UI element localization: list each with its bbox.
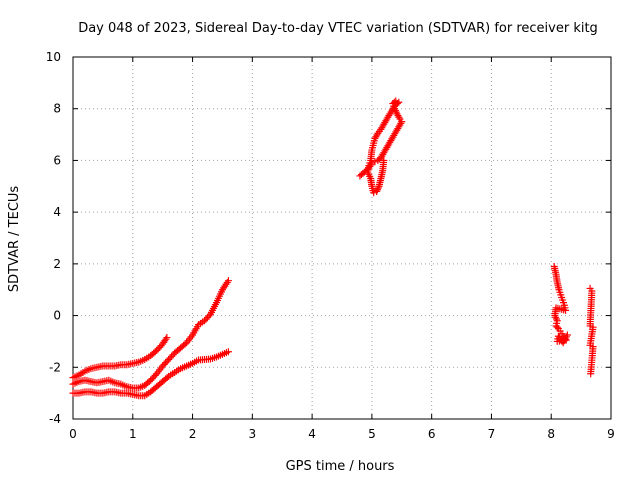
x-tick-label: 9: [607, 427, 615, 441]
tick-layer: 0 1 2 3 4 5 6 7 8 9 -4 -2 0 2 4 6 8 10: [46, 50, 615, 441]
data-point: [551, 312, 559, 320]
y-tick-label: 4: [53, 205, 61, 219]
data-point: [166, 354, 174, 362]
data-point: [159, 362, 167, 370]
data-point: [165, 356, 173, 364]
grid-layer: [73, 57, 611, 419]
y-tick-label: 8: [53, 102, 61, 116]
data-point: [224, 277, 232, 285]
data-point: [373, 187, 381, 195]
data-point: [205, 312, 213, 320]
x-tick-label: 7: [488, 427, 496, 441]
y-tick-label: 0: [53, 309, 61, 323]
data-point: [553, 323, 561, 331]
data-point: [380, 156, 388, 164]
x-tick-label: 6: [428, 427, 436, 441]
data-point: [586, 341, 594, 349]
y-tick-label: 10: [46, 50, 61, 64]
data-point: [148, 375, 156, 383]
data-point: [370, 189, 378, 197]
data-marks: [69, 97, 597, 400]
chart-title: Day 048 of 2023, Sidereal Day-to-day VTE…: [78, 21, 598, 36]
plot-frame: [72, 56, 612, 420]
data-point: [147, 376, 155, 384]
data-point: [153, 346, 161, 354]
series-arc-6: [586, 284, 597, 378]
data-point: [204, 314, 211, 322]
x-tick-label: 1: [129, 427, 137, 441]
data-point: [160, 360, 168, 368]
data-point: [587, 370, 595, 378]
data-point: [552, 313, 560, 321]
x-tick-label: 3: [249, 427, 257, 441]
data-point: [202, 315, 210, 323]
x-tick-label: 8: [547, 427, 555, 441]
data-point: [563, 331, 571, 339]
x-tick-label: 0: [69, 427, 77, 441]
data-point: [374, 184, 382, 192]
data-point: [163, 334, 171, 342]
data-point: [224, 348, 232, 356]
series-arc-2: [69, 277, 232, 392]
y-axis-title: SDTVAR / TECUs: [7, 186, 22, 293]
data-point: [150, 373, 158, 381]
y-tick-label: -2: [49, 360, 61, 374]
data-point: [151, 371, 159, 379]
y-tick-label: 6: [53, 153, 61, 167]
x-tick-label: 5: [368, 427, 376, 441]
x-axis-title: GPS time / hours: [286, 459, 395, 474]
data-point: [181, 340, 189, 348]
x-tick-label: 4: [308, 427, 316, 441]
data-point: [154, 345, 162, 353]
y-tick-label: 2: [53, 257, 61, 271]
data-point: [397, 119, 405, 127]
data-point: [372, 133, 380, 141]
x-tick-label: 2: [189, 427, 197, 441]
data-point: [586, 322, 594, 330]
series-arc-1: [69, 334, 171, 382]
data-point: [168, 352, 176, 360]
data-point: [371, 158, 379, 166]
data-point: [373, 186, 381, 194]
series-arc-5: [550, 262, 571, 347]
data-point: [393, 110, 401, 118]
y-tick-label: -4: [49, 412, 61, 426]
data-point: [201, 317, 209, 325]
data-point: [378, 124, 386, 132]
series-arc-3: [69, 348, 232, 400]
series-arc-4: [356, 97, 406, 197]
data-point: [163, 357, 171, 365]
data-point: [162, 335, 170, 343]
data-point: [162, 359, 170, 367]
data-point: [156, 343, 164, 351]
